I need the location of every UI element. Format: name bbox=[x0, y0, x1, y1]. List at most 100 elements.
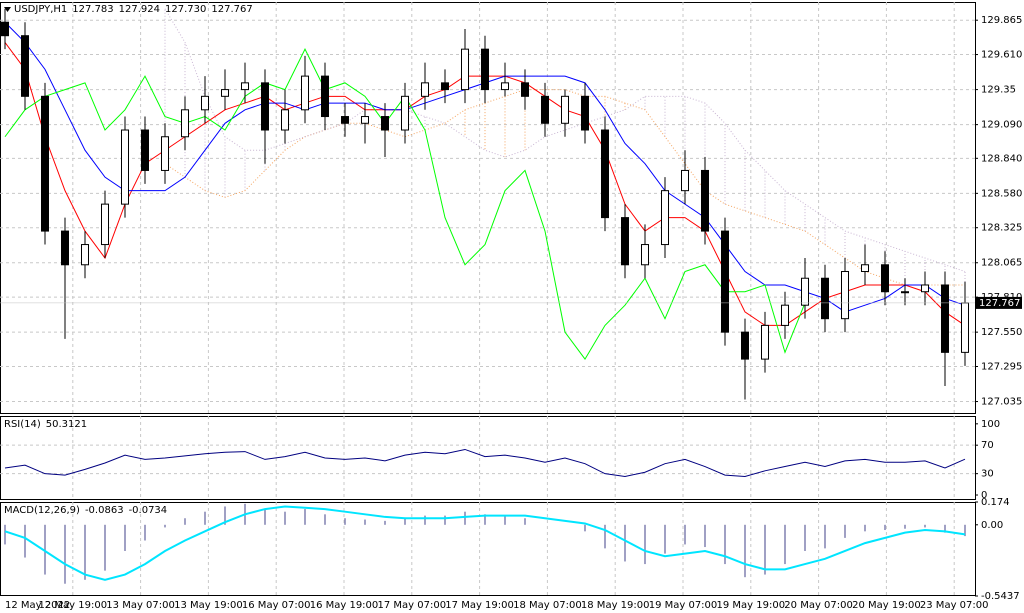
candle-body bbox=[461, 48, 469, 91]
candle-body bbox=[441, 82, 449, 91]
y-tick-label: 0 bbox=[981, 490, 987, 501]
rsi-panel bbox=[0, 416, 976, 500]
panel-title-part: RSI(14) bbox=[4, 419, 41, 430]
candle-body bbox=[141, 129, 149, 171]
y-tick-label: 127.295 bbox=[981, 362, 1022, 373]
candle-body bbox=[421, 82, 429, 97]
candle-body bbox=[661, 190, 669, 246]
x-tick-label: 20 May 07:00 bbox=[784, 600, 853, 611]
candle-body bbox=[301, 75, 309, 111]
candle-body bbox=[801, 277, 809, 306]
main-panel bbox=[0, 2, 976, 414]
candle-body bbox=[221, 89, 229, 97]
candle-body bbox=[201, 95, 209, 111]
x-tick-label: 13 May 19:00 bbox=[174, 600, 243, 611]
candle-body bbox=[741, 331, 749, 360]
x-tick-label: 19 May 07:00 bbox=[649, 600, 718, 611]
x-tick-label: 20 May 19:00 bbox=[852, 600, 921, 611]
candle-body bbox=[761, 324, 769, 360]
y-tick-label: 128.065 bbox=[981, 258, 1022, 269]
x-tick-label: 16 May 19:00 bbox=[310, 600, 379, 611]
candle-body bbox=[481, 48, 489, 91]
candle-body bbox=[901, 291, 909, 294]
panel-title-part: -0.0734 bbox=[129, 505, 168, 516]
x-tick-label: 18 May 07:00 bbox=[513, 600, 582, 611]
candle-body bbox=[341, 116, 349, 124]
y-tick-label: 129.865 bbox=[981, 15, 1022, 26]
candle-body bbox=[121, 129, 129, 205]
candle-body bbox=[261, 82, 269, 131]
candle-body bbox=[961, 302, 969, 353]
x-tick-label: 12 May 19:00 bbox=[39, 600, 108, 611]
chart-title-part: 127.767 bbox=[211, 4, 252, 15]
y-tick-label: -0.5437 bbox=[981, 591, 1020, 602]
y-tick-label: 100 bbox=[981, 419, 1000, 430]
candle-body bbox=[701, 169, 709, 232]
candle-body bbox=[21, 35, 29, 97]
macd-panel bbox=[0, 502, 976, 596]
candle-body bbox=[361, 116, 369, 124]
candle-body bbox=[501, 82, 509, 91]
candle-body bbox=[41, 95, 49, 232]
y-tick-label: 129.35 bbox=[981, 85, 1016, 96]
candle-body bbox=[941, 284, 949, 353]
candle-body bbox=[541, 95, 549, 124]
candle-body bbox=[101, 203, 109, 246]
signal-line bbox=[4, 505, 966, 581]
last-price-label: 127.767 bbox=[979, 298, 1020, 309]
chart-title-part: 127.783 bbox=[72, 4, 113, 15]
y-tick-label: 0.00 bbox=[981, 520, 1003, 531]
panel-title-part: MACD(12,26,9) bbox=[4, 505, 80, 516]
candle-body bbox=[181, 109, 189, 138]
y-tick-label: 129.610 bbox=[981, 50, 1022, 61]
panel-title: MACD(12,26,9) -0.0863 -0.0734 bbox=[4, 505, 167, 516]
x-tick-label: 18 May 19:00 bbox=[581, 600, 650, 611]
chart-title: USDJPY,H1 127.783 127.924 127.730 127.767 bbox=[14, 4, 253, 15]
candle-body bbox=[841, 271, 849, 320]
y-tick-label: 128.325 bbox=[981, 223, 1022, 234]
y-tick-label: 128.580 bbox=[981, 188, 1022, 199]
chart-title-part: 127.730 bbox=[165, 4, 206, 15]
candle-body bbox=[621, 217, 629, 266]
panel-title-part: -0.0863 bbox=[85, 505, 124, 516]
candle-body bbox=[161, 136, 169, 171]
panel-title-part: 50.3121 bbox=[46, 419, 87, 430]
y-tick-label: 30 bbox=[981, 469, 994, 480]
chart-title-part: USDJPY,H1 bbox=[14, 4, 67, 15]
candle-body bbox=[241, 82, 249, 91]
last-price-box bbox=[976, 296, 1022, 309]
candle-body bbox=[561, 95, 569, 124]
candle-body bbox=[861, 264, 869, 273]
candle-body bbox=[721, 230, 729, 333]
candle-body bbox=[821, 277, 829, 320]
candle-body bbox=[521, 82, 529, 97]
x-tick-label: 13 May 07:00 bbox=[106, 600, 175, 611]
rsi-line bbox=[4, 448, 966, 478]
y-tick-label: 129.090 bbox=[981, 120, 1022, 131]
candle-body bbox=[881, 264, 889, 293]
candle-body bbox=[381, 116, 389, 131]
candle-body bbox=[1, 21, 9, 37]
candle-body bbox=[581, 95, 589, 131]
y-tick-label: 128.840 bbox=[981, 153, 1022, 164]
menu-arrow bbox=[4, 7, 11, 12]
x-tick-label: 16 May 07:00 bbox=[242, 600, 311, 611]
x-tick-label: 17 May 19:00 bbox=[445, 600, 514, 611]
candle-body bbox=[281, 109, 289, 131]
x-tick-label: 17 May 07:00 bbox=[378, 600, 447, 611]
candle-body bbox=[921, 284, 929, 293]
x-tick-label: 19 May 19:00 bbox=[717, 600, 786, 611]
x-tick-label: 23 May 07:00 bbox=[920, 600, 989, 611]
panel-title: RSI(14) 50.3121 bbox=[4, 419, 87, 430]
candle-body bbox=[601, 129, 609, 219]
candle-body bbox=[781, 304, 789, 326]
y-tick-label: 70 bbox=[981, 440, 994, 451]
y-tick-label: 127.550 bbox=[981, 327, 1022, 338]
y-tick-label: 0.174 bbox=[981, 497, 1010, 508]
candle-body bbox=[641, 244, 649, 266]
candle-body bbox=[61, 230, 69, 266]
x-tick-label: 12 May 2022 bbox=[5, 600, 70, 611]
chart-title-part: 127.924 bbox=[119, 4, 160, 15]
candle-body bbox=[681, 169, 689, 192]
